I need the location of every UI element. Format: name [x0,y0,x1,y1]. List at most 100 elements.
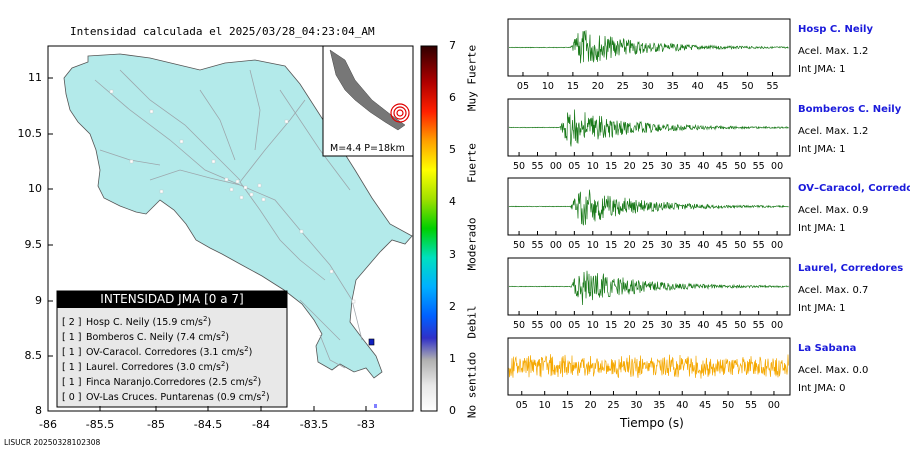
legend-row-sup: 2 [220,360,226,368]
seismogram-tick-label: 25 [607,400,620,411]
colorbar [420,45,438,412]
road-network [94,69,363,369]
seismogram-tick-label: 30 [630,400,643,411]
seismogram-tick-label: 45 [699,400,712,411]
seismogram-tick-label: 00 [771,161,784,172]
legend-row-sup: 2 [253,375,258,383]
seismogram-tick-label: 50 [734,320,747,331]
seismogram-tick-label: 40 [691,81,704,92]
epicenter-ring-inner [396,109,404,117]
inset-map [322,45,414,157]
seismogram-tick-label: 55 [531,161,544,172]
seismogram-tick-label: 45 [715,240,728,251]
seismogram-tick-label: 00 [549,161,562,172]
map-y-tick-label: 8.5 [24,349,43,362]
legend-row-end: ) [225,332,230,344]
seismogram-tick-label: 50 [513,320,526,331]
footer-id: LISUCR 20250328102308 [4,438,101,447]
intensity-legend [56,290,288,408]
seismogram-trace [508,354,789,379]
colorbar-tick-label: 1 [449,351,456,365]
map-x-tick-label: -83.5 [299,418,329,431]
seismogram-tick-label: 50 [513,240,526,251]
map-x-tick-label: -85 [147,418,165,431]
seismogram-jma: Int JMA: 1 [798,223,846,234]
legend-row: [ 1 ] OV-Caracol. Corredores (3.1 cm/s2) [62,345,252,358]
seismogram-tick-label: 30 [660,320,673,331]
seismogram-accel: Acel. Max. 0.9 [798,205,869,216]
settlement-dots [109,89,356,304]
seismogram-tick-label: 55 [752,240,765,251]
seismogram-tick-label: 20 [623,161,636,172]
seismogram-tick-label: 05 [568,240,581,251]
seismogram-tick-label: 55 [752,161,765,172]
colorbar-level-text: Fuerte [465,143,479,183]
map-axis-ticks [47,77,367,412]
seismogram-tick-label: 50 [741,81,754,92]
seismogram-trace [509,30,789,64]
seismogram-accel: Acel. Max. 1.2 [798,46,869,57]
colorbar-tick-label: 0 [449,404,456,417]
colorbar-tick-label: 6 [449,91,456,105]
epicenter-ring-mid [393,106,407,120]
epicenter-ring-outer [390,103,410,123]
seismogram-tick-label: 30 [641,81,654,92]
seismogram-tick-label: 50 [722,400,735,411]
seismogram-tick-label: 05 [515,400,528,411]
seismogram-accel: Acel. Max. 0.0 [798,365,869,376]
colorbar-tick-label: 2 [449,299,456,313]
seismogram-tick-label: 00 [771,320,784,331]
seismogram-tick-label: 40 [697,161,710,172]
seismogram-tick-label: 10 [586,320,599,331]
legend-row-sup: 2 [220,330,226,338]
seismogram-tick-label: 55 [766,81,779,92]
seismogram-tick-label: 30 [660,161,673,172]
seismogram-tick-label: 45 [716,81,729,92]
legend-row-name: Hosp C. Neily (15.9 cm/s [86,317,204,329]
colorbar-level-text: Moderado [465,217,479,271]
seismogram-tick-label: 25 [616,81,629,92]
legend-row-code: [ 2 ] [62,317,82,329]
seismogram-tick-label: 00 [549,320,562,331]
colorbar-tick-label: 7 [449,39,456,52]
time-axis-label: Tiempo (s) [620,416,684,430]
seismogram-tick-label: 35 [678,320,691,331]
legend-row-name: Bomberos C. Neily (7.4 cm/s [86,332,221,344]
seismogram-panels [507,18,791,396]
seismogram-tick-label: 25 [642,240,655,251]
colorbar-tick-label: 4 [449,195,456,209]
colorbar-tick-label: 3 [449,247,456,261]
seismogram-tick-label: 05 [516,81,530,92]
seismogram-tick-label: 35 [653,400,666,411]
seismogram-tick-label: 45 [715,161,728,172]
seismogram-tick-label: 15 [605,320,618,331]
seismogram-tick-label: 05 [568,320,581,331]
seismogram-tick-label: 15 [605,240,618,251]
seismogram-trace [508,189,789,226]
legend-row-code: [ 1 ] [62,332,82,344]
seismogram-tick-label: 00 [771,240,784,251]
seismogram-trace [508,270,789,306]
seismogram-tick-label: 35 [678,240,691,251]
legend-title: INTENSIDAD JMA [0 a 7] [100,292,244,306]
station-marker [368,338,375,346]
seismogram-tick-label: 30 [660,240,673,251]
seismogram-tick-label: 40 [676,400,689,411]
seismogram-jma: Int JMA: 1 [798,303,846,314]
map-x-tick-label: -83 [357,418,375,431]
map-y-tick-label: 9.5 [24,238,43,251]
colorbar-level-text: Debil [465,305,479,339]
legend-row-code: [ 1 ] [62,377,82,389]
seismogram-tick-label: 35 [678,161,691,172]
legend-row-end: ) [257,377,262,389]
seismogram-tick-label: 55 [531,320,544,331]
map-y-tick-label: 10.5 [17,127,43,140]
seismogram-tick-label: 40 [697,240,710,251]
legend-row-name: OV-Las Cruces. Puntarenas (0.9 cm/s [86,392,262,404]
seismogram-station-title: Laurel, Corredores [798,263,904,274]
legend-row-sup: 2 [261,390,266,398]
legend-row-end: ) [225,362,230,374]
seismogram-tick-label: 20 [591,81,604,92]
map-x-tick-label: -85.5 [85,418,115,431]
map-y-tick-label: 11 [28,71,42,84]
